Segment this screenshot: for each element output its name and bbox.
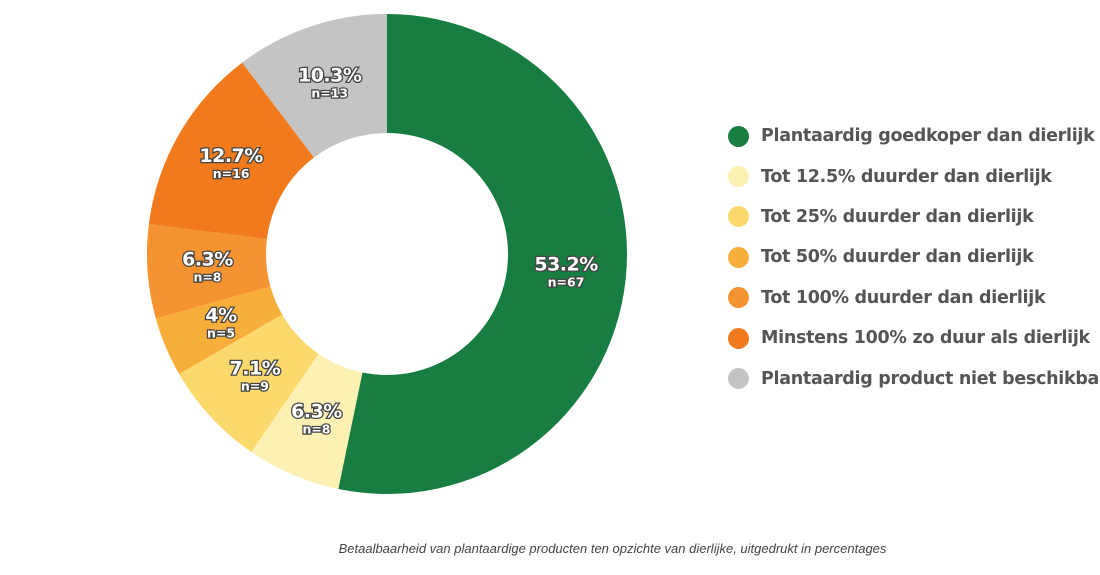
slice-percent-label: 53.2% (534, 253, 598, 275)
slice-percent-label: 6.3% (291, 401, 342, 423)
slice-count-label: n=67 (548, 274, 585, 289)
legend-label: Minstens 100% zo duur als dierlijk (761, 328, 1090, 349)
legend-swatch (728, 206, 749, 228)
legend-item: Tot 100% duurder dan dierlijk (728, 278, 1100, 318)
donut-slice-6 (148, 62, 314, 240)
donut-slice-1 (338, 14, 628, 494)
donut-slice-7 (242, 14, 387, 158)
legend-label: Tot 25% duurder dan dierlijk (761, 206, 1034, 227)
legend-label: Plantaardig goedkoper dan dierlijk (761, 126, 1095, 147)
slice-percent-label: 6.3% (182, 248, 233, 270)
slice-count-label: n=8 (302, 422, 330, 437)
slice-count-label: n=13 (311, 85, 348, 100)
donut-slice-2 (251, 353, 363, 490)
slice-percent-label: 4% (205, 305, 237, 327)
slice-count-label: n=5 (207, 326, 235, 341)
legend-label: Plantaardig product niet beschikbaar (761, 368, 1100, 389)
legend-label: Tot 100% duurder dan dierlijk (761, 287, 1046, 308)
slice-count-label: n=16 (213, 166, 250, 181)
slice-percent-label: 7.1% (230, 357, 281, 379)
slice-percent-label: 12.7% (199, 145, 263, 167)
donut-slice-4 (155, 286, 283, 374)
legend-swatch (728, 166, 749, 188)
legend: Plantaardig goedkoper dan dierlijk Tot 12… (728, 116, 1100, 399)
slice-count-label: n=9 (241, 378, 269, 393)
chart-caption: Betaalbaarheid van plantaardige producte… (338, 541, 887, 556)
legend-item: Plantaardig goedkoper dan dierlijk (728, 116, 1100, 156)
slice-percent-label: 10.3% (298, 64, 362, 86)
legend-swatch (728, 368, 749, 390)
donut-slice-3 (179, 314, 319, 452)
legend-item: Minstens 100% zo duur als dierlijk (728, 318, 1100, 358)
legend-item: Tot 25% duurder dan dierlijk (728, 197, 1100, 237)
donut-slice-5 (147, 224, 271, 319)
legend-swatch (728, 287, 749, 309)
slice-count-label: n=8 (193, 269, 221, 284)
legend-label: Tot 12.5% duurder dan dierlijk (761, 166, 1052, 187)
legend-item: Tot 50% duurder dan dierlijk (728, 237, 1100, 277)
legend-item: Plantaardig product niet beschikbaar (728, 358, 1100, 398)
legend-swatch (728, 327, 749, 349)
legend-swatch (728, 246, 749, 268)
legend-swatch (728, 125, 749, 147)
legend-label: Tot 50% duurder dan dierlijk (761, 247, 1034, 268)
legend-item: Tot 12.5% duurder dan dierlijk (728, 156, 1100, 196)
